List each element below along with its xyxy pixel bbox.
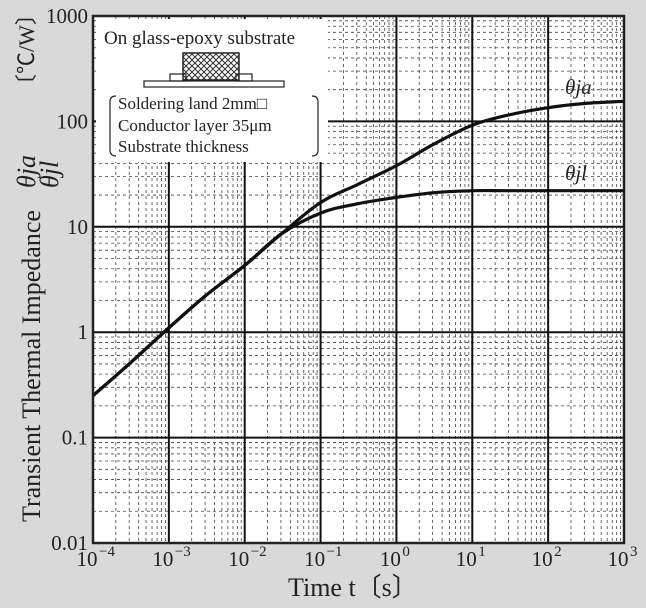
x-tick-label: 10 — [152, 547, 173, 571]
x-tick-label: 10 — [456, 547, 477, 571]
y-tick-label: 0.1 — [62, 426, 88, 450]
y-tick-label: 0.01 — [51, 531, 88, 555]
series-label: θja — [565, 75, 592, 99]
y-tick-label: 100 — [57, 109, 89, 133]
major-gridlines — [93, 16, 624, 543]
annotation-box: On glass-epoxy substrate Soldering land … — [96, 19, 328, 162]
x-tick-label: 10 — [608, 547, 629, 571]
y-axis-title-group: Transient Thermal Impedance — [17, 210, 46, 522]
x-tick-exponent: 3 — [630, 544, 638, 560]
annotation-left-bracket — [109, 95, 117, 157]
y-tick-labels: 0.01 0.1 1 10 100 1000 — [46, 4, 88, 555]
package-drawing-icon — [143, 52, 285, 88]
x-tick-exponent: −1 — [327, 544, 343, 560]
x-tick-exponent: 1 — [478, 544, 486, 560]
x-tick-label: 10 — [304, 547, 325, 571]
x-tick-exponent: 2 — [554, 544, 562, 560]
series-label: θjl — [565, 161, 587, 185]
annotation-line: Conductor layer 35μm — [118, 116, 272, 135]
annotation-line: Substrate thickness — [118, 137, 249, 156]
x-tick-exponent: 0 — [402, 544, 410, 560]
y-axis-symbols: θjl — [35, 161, 64, 188]
y-axis-symbol: θja — [12, 155, 41, 188]
annotation-right-bracket — [311, 95, 319, 157]
x-tick-exponent: −4 — [99, 544, 115, 560]
y-axis-unit-group: 〔℃/W〕 — [14, 3, 39, 96]
x-tick-exponent: −2 — [251, 544, 267, 560]
x-tick-label: 10 — [380, 547, 401, 571]
series-line-theta-jl — [91, 188, 624, 397]
y-tick-label: 1 — [78, 320, 89, 344]
y-axis-symbols: θja — [12, 155, 41, 188]
minor-gridlines — [93, 16, 624, 543]
series-layer — [91, 99, 625, 397]
y-axis-unit: 〔℃/W〕 — [14, 3, 39, 96]
x-axis-title: Time t〔s〕 — [288, 573, 418, 602]
y-tick-label: 10 — [67, 215, 88, 239]
x-tick-label: 10 — [77, 547, 98, 571]
y-axis-title: Transient Thermal Impedance — [17, 210, 46, 522]
y-axis-symbol: θjl — [35, 161, 64, 188]
x-tick-exponent: −3 — [175, 544, 191, 560]
annotation-background — [96, 19, 328, 162]
x-tick-label: 10 — [228, 547, 249, 571]
plot-frame — [91, 14, 626, 545]
x-tick-label: 10 — [532, 547, 553, 571]
annotation-line: Soldering land 2mm□ — [118, 94, 267, 113]
annotation-title: On glass-epoxy substrate — [104, 28, 295, 49]
series-labels: θja θjl — [565, 75, 592, 185]
y-tick-label: 1000 — [46, 4, 88, 28]
x-tick-labels: 10 −4 10 −3 10 −2 10 −1 10 0 10 1 10 2 10 3 — [77, 544, 638, 571]
